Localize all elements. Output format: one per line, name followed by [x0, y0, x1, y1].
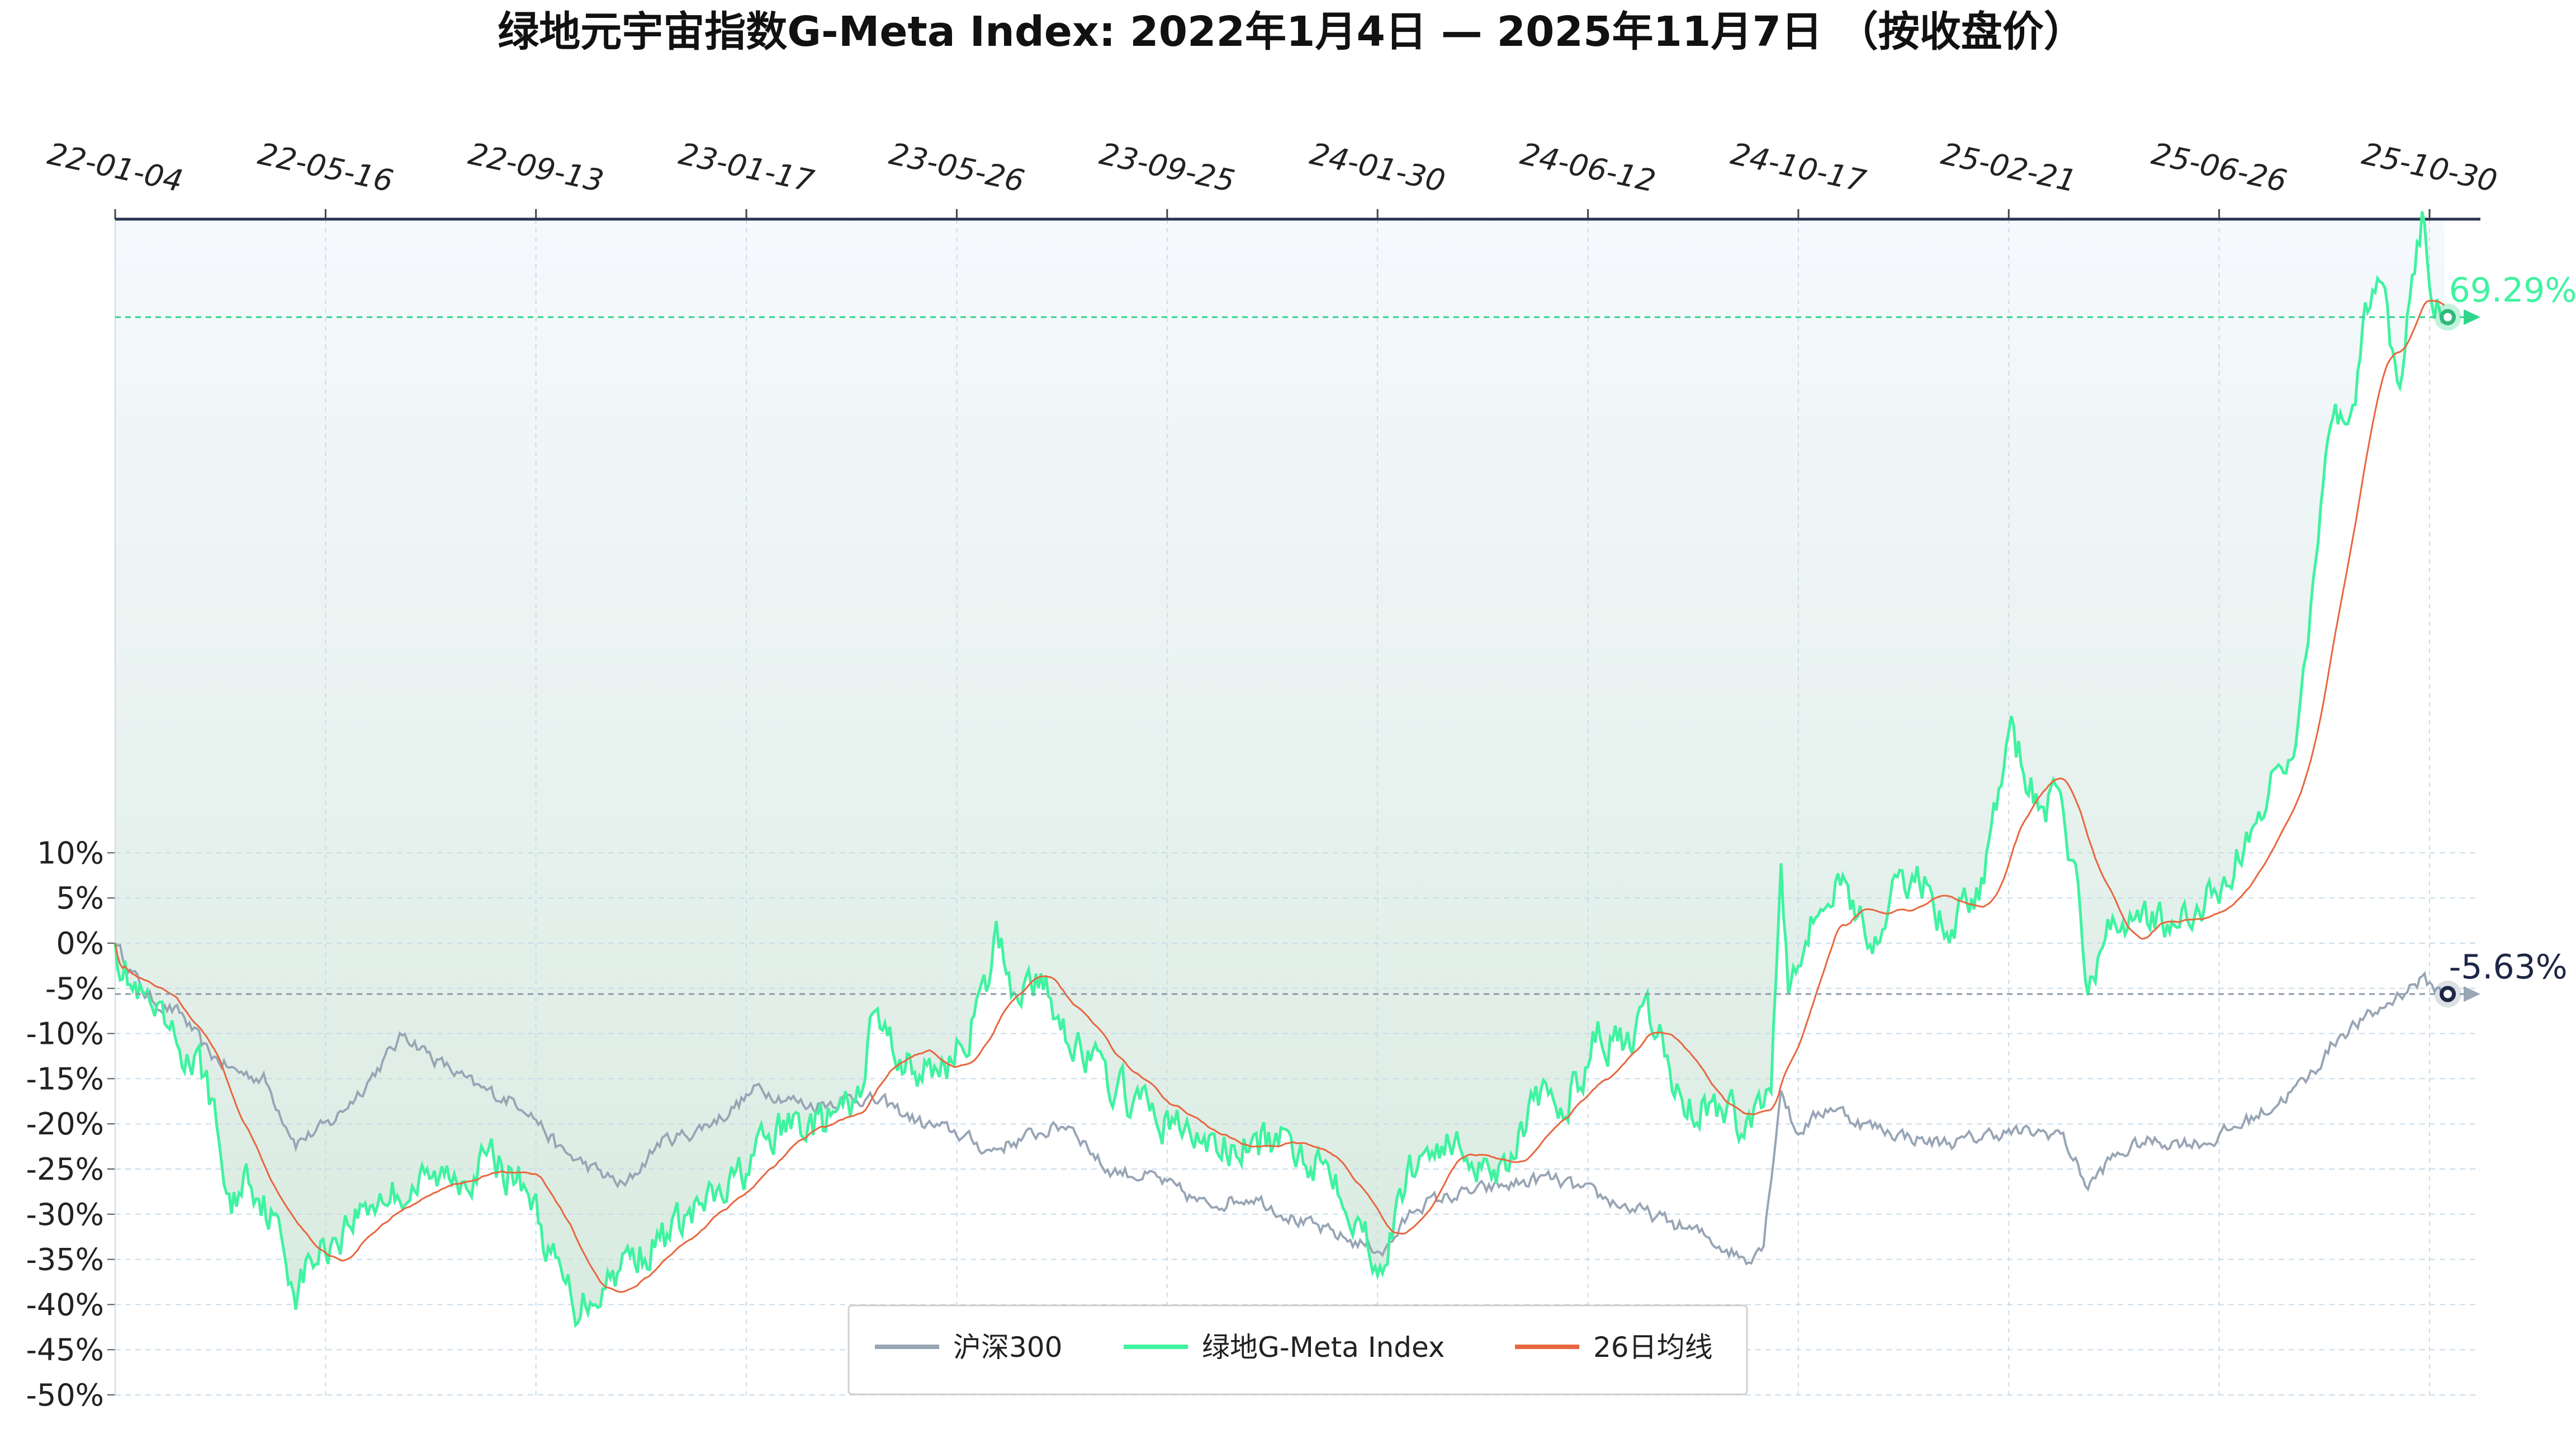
x-tick-label: 24-01-30 — [1307, 136, 1448, 199]
legend-box — [847, 1304, 1748, 1395]
y-tick-label: 0% — [56, 926, 104, 961]
x-tick-label: 24-06-12 — [1517, 136, 1659, 199]
chart-title: 绿地元宇宙指数G-Meta Index: 2022年1月4日 — 2025年11… — [498, 8, 2085, 56]
y-tick-label: -5% — [45, 971, 104, 1006]
series-line-gmeta — [113, 211, 2446, 1328]
y-tick-label: -45% — [26, 1332, 104, 1368]
end-marker-gmeta — [2440, 309, 2456, 325]
x-tick-label: 22-09-13 — [465, 136, 607, 199]
marker-layer: -5.63% 69.29% — [115, 271, 2576, 1007]
y-tick-label: -10% — [26, 1016, 104, 1052]
y-tick-label: -15% — [26, 1061, 104, 1096]
x-tick-label: 25-10-30 — [2359, 136, 2501, 199]
end-value-label-csi300: -5.63% — [2449, 948, 2568, 987]
legend-label-ma26: 26日均线 — [1593, 1331, 1713, 1364]
end-value-label-gmeta: 69.29% — [2449, 271, 2576, 310]
y-tick-label: -20% — [26, 1106, 104, 1142]
x-tick-label: 25-02-21 — [1938, 136, 2080, 199]
y-tick-label: 10% — [37, 835, 104, 870]
legend-label-gmeta: 绿地G-Meta Index — [1202, 1331, 1445, 1364]
series-line-ma26 — [114, 300, 2445, 1293]
x-tick-label: 25-06-26 — [2148, 136, 2290, 199]
y-tick-label: -35% — [26, 1242, 104, 1277]
series-layer — [113, 211, 2446, 1328]
gmeta-area-fill — [115, 211, 2445, 1326]
x-tick-label: 23-01-17 — [676, 136, 817, 199]
end-arrow-csi300 — [2464, 986, 2480, 1002]
legend-label-csi300: 沪深300 — [953, 1331, 1062, 1364]
end-arrow-gmeta — [2464, 309, 2480, 325]
y-tick-label: -50% — [26, 1378, 104, 1413]
x-tick-label: 22-01-04 — [45, 136, 186, 199]
x-tick-label: 22-05-16 — [255, 136, 396, 199]
end-marker-csi300 — [2440, 986, 2456, 1002]
y-tick-label: 5% — [56, 881, 104, 916]
area-layer — [115, 211, 2445, 1326]
x-tick-label: 23-09-25 — [1096, 136, 1238, 199]
x-tick-label: 24-10-17 — [1728, 136, 1869, 199]
y-tick-label: -40% — [26, 1287, 104, 1322]
series-line-csi300 — [114, 942, 2445, 1266]
y-tick-label: -30% — [26, 1197, 104, 1232]
y-tick-label: -25% — [26, 1152, 104, 1187]
legend: 沪深300 绿地G-Meta Index 26日均线 — [847, 1304, 1748, 1395]
x-tick-label: 23-05-26 — [886, 136, 1027, 199]
